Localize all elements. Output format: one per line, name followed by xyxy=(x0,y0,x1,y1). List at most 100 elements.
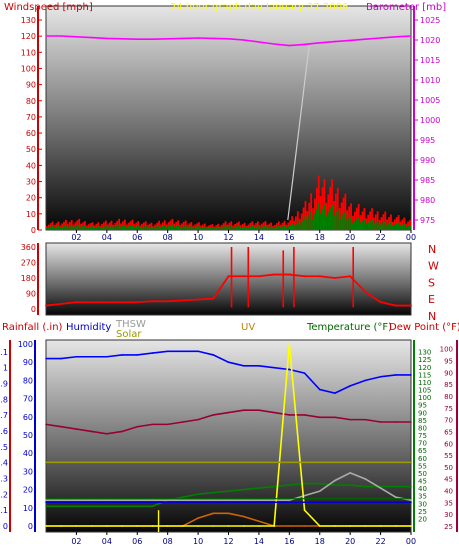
wind-avg-bar xyxy=(306,220,309,230)
wind-bar xyxy=(380,217,383,230)
series-point xyxy=(334,479,336,482)
wind-avg-bar xyxy=(245,228,248,230)
series-point xyxy=(349,418,351,421)
wind-avg-bar xyxy=(238,225,240,230)
wind-avg-bar xyxy=(359,222,362,230)
series-point xyxy=(394,485,397,488)
wind-bar xyxy=(268,223,271,230)
wind-avg-bar xyxy=(361,220,364,230)
wind-avg-bar xyxy=(150,226,153,230)
wind-avg-bar xyxy=(152,228,155,230)
wind-avg-bar xyxy=(277,225,280,230)
direction-tick-label: 270 xyxy=(21,259,36,268)
series-point xyxy=(212,491,215,494)
barometer-point xyxy=(334,40,336,43)
wind-avg-bar xyxy=(110,225,113,230)
series-point xyxy=(364,485,367,488)
direction-point xyxy=(197,298,200,301)
wind-avg-bar xyxy=(46,228,48,230)
x-tick-label: 18 xyxy=(315,233,325,242)
direction-point xyxy=(45,304,47,307)
wind-avg-bar xyxy=(357,216,360,230)
series-point xyxy=(182,499,184,502)
wind-avg-bar xyxy=(215,227,217,230)
wind-bar xyxy=(390,214,392,230)
direction-point xyxy=(121,301,124,304)
x-tick-label: 02 xyxy=(71,233,81,242)
series-point xyxy=(410,525,412,527)
series-point xyxy=(121,525,123,527)
wind-avg-bar xyxy=(196,226,198,230)
wind-avg-bar xyxy=(249,226,252,230)
barometer-point xyxy=(394,36,397,38)
direction-point xyxy=(349,275,352,278)
series-point xyxy=(288,501,291,504)
x-tick-label: 00 xyxy=(406,537,416,546)
series-point xyxy=(242,409,245,411)
wind-avg-bar xyxy=(276,226,278,230)
direction-point xyxy=(60,302,63,305)
wind-y-axis: 0 10 20 30 40 50 60 70 80 90 100 110 120 130 xyxy=(21,6,42,235)
barometer-point xyxy=(349,39,351,42)
temp-tick-label: 60 xyxy=(418,455,427,463)
wind-bar xyxy=(319,196,322,230)
wind-avg-bar xyxy=(180,226,183,230)
wind-avg-bar xyxy=(72,227,75,230)
wind-avg-bar xyxy=(247,227,250,230)
series-point xyxy=(242,515,245,518)
humidity-tick-label: 60 xyxy=(23,413,33,422)
humidity-tick-label: 10 xyxy=(23,504,33,513)
series-point xyxy=(258,520,260,523)
wind-avg-bar xyxy=(61,226,64,230)
wind-avg-bar xyxy=(329,208,332,230)
wind-avg-bar xyxy=(333,215,335,230)
temp-tick-label: 65 xyxy=(418,447,427,455)
wind-avg-bar xyxy=(161,226,164,230)
series-point xyxy=(106,501,108,504)
wind-avg-bar xyxy=(355,218,358,230)
barometer-point xyxy=(45,35,47,37)
wind-avg-bar xyxy=(334,211,337,230)
wind-avg-bar xyxy=(397,222,400,230)
wind-avg-bar xyxy=(388,223,390,230)
wind-avg-bar xyxy=(101,227,103,230)
series-point xyxy=(151,525,154,527)
wind-avg-bar xyxy=(201,227,204,230)
dew-tick-label: 65 xyxy=(444,428,453,436)
barometer-point xyxy=(106,37,108,40)
dew-tick-label: 85 xyxy=(444,381,453,389)
series-point xyxy=(288,525,291,527)
series-point xyxy=(258,487,260,489)
barometer-point xyxy=(90,36,93,39)
dew-tick-label: 25 xyxy=(444,523,453,531)
series-point xyxy=(90,525,93,527)
temp-tick-label: 120 xyxy=(418,364,431,372)
series-point xyxy=(334,392,336,394)
wind-tick-label: 20 xyxy=(26,194,36,203)
wind-avg-bar xyxy=(236,226,238,230)
wind-avg-bar xyxy=(192,227,195,230)
wind-avg-bar xyxy=(319,213,322,230)
wind-avg-bar xyxy=(118,224,121,230)
wind-bar xyxy=(378,220,381,230)
direction-point xyxy=(181,299,184,302)
series-point xyxy=(136,425,139,428)
humidity-tick-label: 70 xyxy=(23,395,33,404)
wind-avg-bar xyxy=(403,223,406,230)
wind-avg-bar xyxy=(78,224,81,230)
series-point xyxy=(349,501,351,504)
top-x-axis: 02 04 06 08 10 12 14 16 18 20 22 00 xyxy=(71,230,416,242)
wind-avg-bar xyxy=(308,216,311,230)
series-point xyxy=(303,482,306,485)
series-point xyxy=(410,485,412,488)
wind-avg-bar xyxy=(371,219,373,230)
baro-tick-label: 990 xyxy=(420,156,435,165)
series-point xyxy=(303,501,306,504)
wind-bar xyxy=(353,211,356,230)
temp-tick-label: 80 xyxy=(418,424,427,432)
series-point xyxy=(151,505,154,508)
series-point xyxy=(212,354,215,356)
series-point xyxy=(45,423,47,426)
wind-avg-bar xyxy=(312,219,314,230)
barometer-point xyxy=(288,44,291,47)
